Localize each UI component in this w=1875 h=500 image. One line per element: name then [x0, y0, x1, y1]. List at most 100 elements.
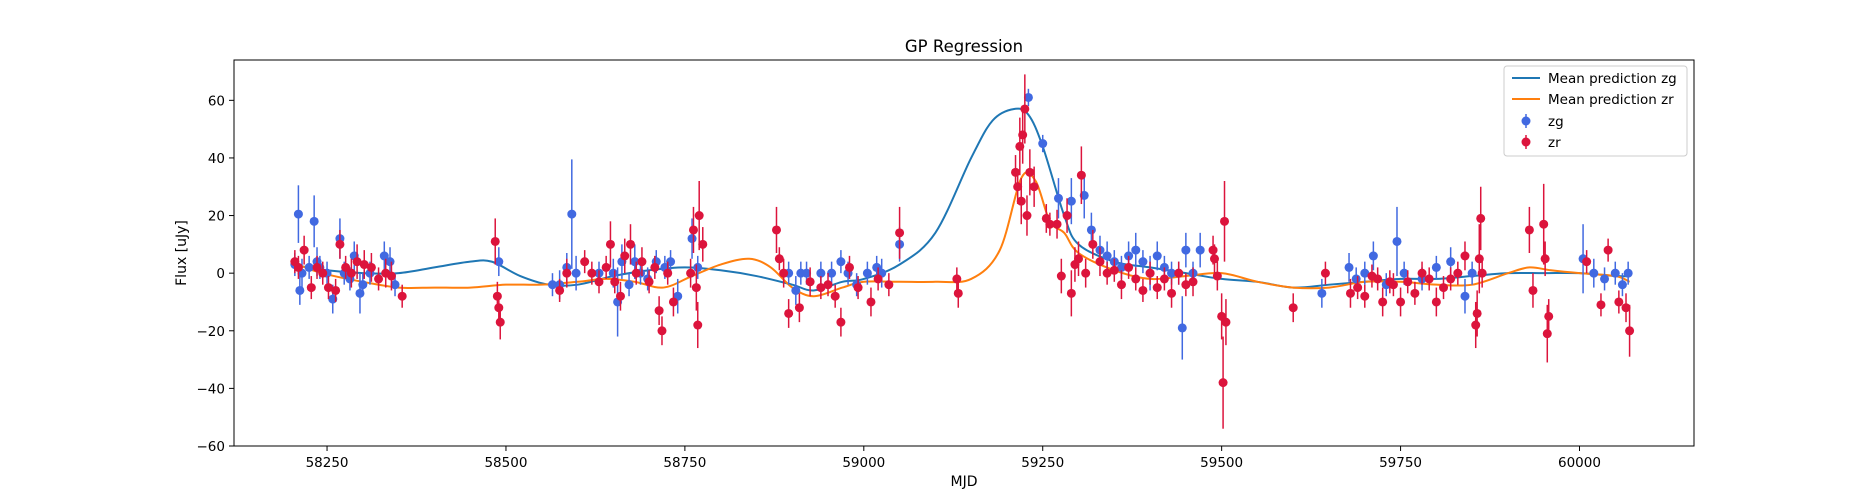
data-point [1345, 288, 1355, 298]
data-point [1431, 262, 1441, 272]
data-point [836, 257, 846, 267]
data-point [644, 277, 654, 287]
data-point [1446, 257, 1456, 267]
data-point [1088, 239, 1098, 249]
data-point [1472, 308, 1482, 318]
x-tick-label: 60000 [1558, 455, 1601, 471]
data-point [1212, 271, 1222, 281]
data-point [293, 209, 303, 219]
data-point [1360, 291, 1370, 301]
data-point [1614, 297, 1624, 307]
data-point [1131, 245, 1141, 255]
data-point [1056, 271, 1066, 281]
data-point [694, 211, 704, 221]
data-point [631, 268, 641, 278]
data-point [802, 268, 812, 278]
legend-label: Mean prediction zg [1548, 71, 1677, 87]
x-tick-label: 59250 [1021, 455, 1064, 471]
data-point [309, 216, 319, 226]
data-point [1018, 130, 1028, 140]
data-point [1138, 257, 1148, 267]
data-point [1603, 245, 1613, 255]
data-point [691, 283, 701, 293]
data-point [698, 239, 708, 249]
data-point [1320, 268, 1330, 278]
data-point [1542, 329, 1552, 339]
data-point [1360, 268, 1370, 278]
y-axis: 60 40 20 0 −20 −40 −60 [197, 93, 234, 455]
data-point [1476, 213, 1486, 223]
data-point [1378, 297, 1388, 307]
data-point [1460, 291, 1470, 301]
data-point [1022, 211, 1032, 221]
data-point [853, 283, 863, 293]
data-point [620, 251, 630, 261]
data-point [657, 326, 667, 336]
data-point [1138, 285, 1148, 295]
data-point [352, 257, 362, 267]
data-point [331, 285, 341, 295]
data-point [1353, 283, 1363, 293]
data-point [1124, 262, 1134, 272]
data-point [1477, 268, 1487, 278]
data-point [1431, 297, 1441, 307]
x-tick-label: 58500 [484, 455, 527, 471]
data-point [1116, 280, 1126, 290]
data-points [290, 74, 1635, 429]
data-point [1053, 193, 1063, 203]
data-point [1131, 274, 1141, 284]
data-point [1116, 262, 1126, 272]
x-tick-label: 59000 [842, 455, 885, 471]
data-point [1167, 268, 1177, 278]
data-point [1013, 182, 1023, 192]
data-point [1460, 251, 1470, 261]
data-point [379, 251, 389, 261]
data-point [1102, 268, 1112, 278]
y-axis-label: Flux [uJy] [174, 220, 190, 286]
y-tick-label: −20 [197, 324, 226, 340]
y-tick-label: −40 [197, 381, 226, 397]
data-point [494, 303, 504, 313]
x-axis: 58250 58500 58750 59000 59250 59500 59750 60000 [306, 446, 1601, 471]
data-point [1074, 254, 1084, 264]
data-point [688, 225, 698, 235]
data-point [1152, 283, 1162, 293]
data-point [605, 239, 615, 249]
data-point [1086, 225, 1096, 235]
data-point [791, 285, 801, 295]
data-point [836, 317, 846, 327]
data-point [1351, 274, 1361, 284]
data-point [1020, 104, 1030, 114]
data-point [693, 320, 703, 330]
legend-item-zr-line: Mean prediction zr [1512, 92, 1674, 108]
data-point [830, 291, 840, 301]
data-point [1544, 311, 1554, 321]
data-point [494, 257, 504, 267]
data-point [1221, 317, 1231, 327]
data-point [816, 268, 826, 278]
data-point [1317, 288, 1327, 298]
data-point [779, 268, 789, 278]
data-point [630, 257, 640, 267]
y-tick-label: 20 [208, 209, 225, 225]
x-tick-label: 58250 [306, 455, 349, 471]
x-tick-label: 59750 [1379, 455, 1422, 471]
data-point [844, 262, 854, 272]
data-point [1621, 303, 1631, 313]
data-point [1388, 280, 1398, 290]
data-point [390, 280, 400, 290]
data-point [1023, 92, 1033, 102]
data-point [1181, 280, 1191, 290]
data-point [615, 291, 625, 301]
data-point [1016, 196, 1026, 206]
data-point [1524, 225, 1534, 235]
data-point [1453, 268, 1463, 278]
legend-item-zg-points: zg [1521, 114, 1564, 130]
data-point [816, 283, 826, 293]
data-point [1467, 268, 1477, 278]
data-point [1208, 245, 1218, 255]
data-point [805, 277, 815, 287]
data-point [1617, 280, 1627, 290]
data-point [1076, 170, 1086, 180]
